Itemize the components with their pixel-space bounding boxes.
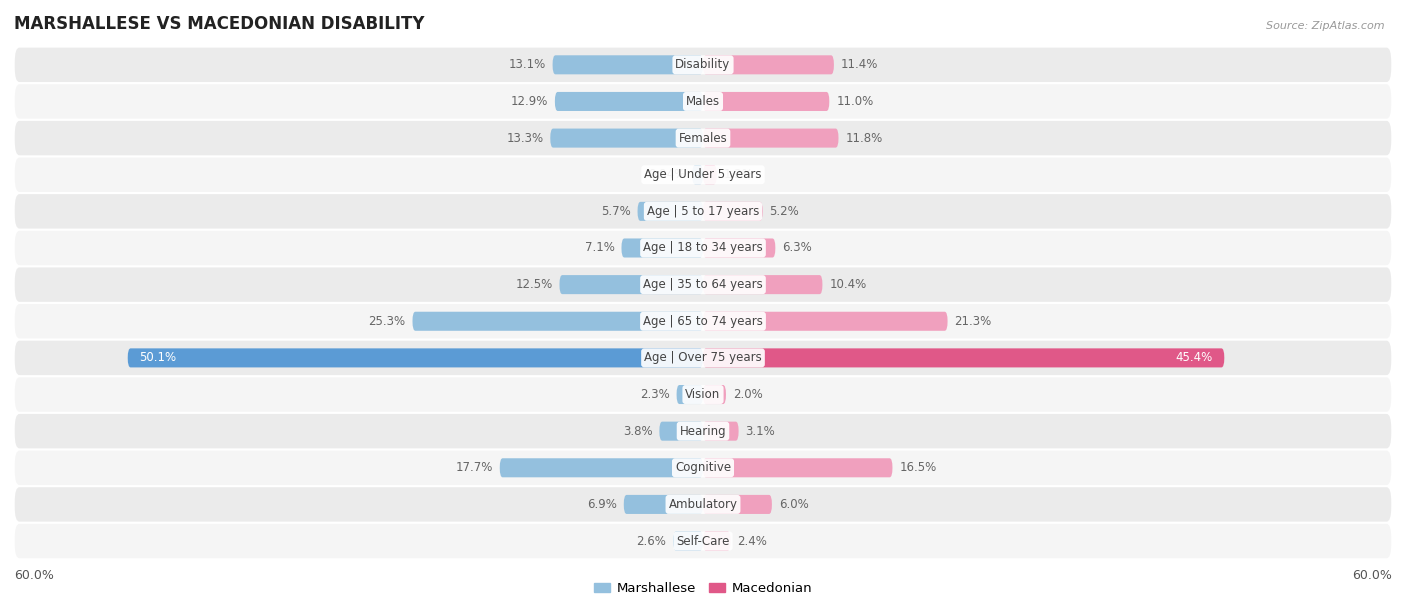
- FancyBboxPatch shape: [14, 450, 1392, 485]
- FancyBboxPatch shape: [560, 275, 703, 294]
- FancyBboxPatch shape: [553, 55, 703, 74]
- Text: Hearing: Hearing: [679, 425, 727, 438]
- Text: 7.1%: 7.1%: [585, 242, 614, 255]
- FancyBboxPatch shape: [412, 312, 703, 330]
- Text: 60.0%: 60.0%: [1353, 569, 1392, 581]
- Text: 12.9%: 12.9%: [510, 95, 548, 108]
- Text: MARSHALLESE VS MACEDONIAN DISABILITY: MARSHALLESE VS MACEDONIAN DISABILITY: [14, 15, 425, 33]
- Legend: Marshallese, Macedonian: Marshallese, Macedonian: [589, 577, 817, 600]
- FancyBboxPatch shape: [14, 84, 1392, 119]
- Text: Self-Care: Self-Care: [676, 534, 730, 548]
- Text: Age | Over 75 years: Age | Over 75 years: [644, 351, 762, 364]
- Text: 3.1%: 3.1%: [745, 425, 775, 438]
- Text: 25.3%: 25.3%: [368, 315, 405, 328]
- Text: 2.0%: 2.0%: [733, 388, 762, 401]
- FancyBboxPatch shape: [14, 378, 1392, 412]
- FancyBboxPatch shape: [624, 495, 703, 514]
- Text: 6.0%: 6.0%: [779, 498, 808, 511]
- FancyBboxPatch shape: [703, 422, 738, 441]
- Text: 5.2%: 5.2%: [769, 205, 800, 218]
- FancyBboxPatch shape: [14, 341, 1392, 375]
- Text: Source: ZipAtlas.com: Source: ZipAtlas.com: [1267, 21, 1385, 31]
- Text: 1.2%: 1.2%: [724, 168, 754, 181]
- Text: Age | 65 to 74 years: Age | 65 to 74 years: [643, 315, 763, 328]
- Text: 13.3%: 13.3%: [506, 132, 543, 144]
- FancyBboxPatch shape: [703, 532, 731, 551]
- FancyBboxPatch shape: [14, 194, 1392, 228]
- Text: 17.7%: 17.7%: [456, 461, 494, 474]
- Text: 2.4%: 2.4%: [738, 534, 768, 548]
- Text: Age | 5 to 17 years: Age | 5 to 17 years: [647, 205, 759, 218]
- Text: 45.4%: 45.4%: [1175, 351, 1213, 364]
- Text: Age | Under 5 years: Age | Under 5 years: [644, 168, 762, 181]
- Text: Disability: Disability: [675, 58, 731, 72]
- Text: 5.7%: 5.7%: [600, 205, 631, 218]
- FancyBboxPatch shape: [703, 275, 823, 294]
- Text: 11.4%: 11.4%: [841, 58, 879, 72]
- FancyBboxPatch shape: [550, 129, 703, 147]
- Text: 16.5%: 16.5%: [900, 461, 936, 474]
- FancyBboxPatch shape: [499, 458, 703, 477]
- FancyBboxPatch shape: [703, 348, 1225, 367]
- FancyBboxPatch shape: [703, 129, 838, 147]
- FancyBboxPatch shape: [14, 524, 1392, 558]
- Text: 13.1%: 13.1%: [509, 58, 546, 72]
- FancyBboxPatch shape: [692, 165, 703, 184]
- Text: Vision: Vision: [685, 388, 721, 401]
- FancyBboxPatch shape: [703, 165, 717, 184]
- Text: 0.94%: 0.94%: [648, 168, 685, 181]
- FancyBboxPatch shape: [14, 157, 1392, 192]
- FancyBboxPatch shape: [14, 48, 1392, 82]
- FancyBboxPatch shape: [637, 202, 703, 221]
- FancyBboxPatch shape: [555, 92, 703, 111]
- FancyBboxPatch shape: [14, 121, 1392, 155]
- FancyBboxPatch shape: [14, 267, 1392, 302]
- Text: 6.9%: 6.9%: [588, 498, 617, 511]
- FancyBboxPatch shape: [703, 385, 725, 404]
- FancyBboxPatch shape: [14, 231, 1392, 265]
- FancyBboxPatch shape: [703, 92, 830, 111]
- Text: 2.3%: 2.3%: [640, 388, 669, 401]
- FancyBboxPatch shape: [703, 458, 893, 477]
- Text: 11.8%: 11.8%: [845, 132, 883, 144]
- Text: Age | 35 to 64 years: Age | 35 to 64 years: [643, 278, 763, 291]
- Text: 11.0%: 11.0%: [837, 95, 873, 108]
- FancyBboxPatch shape: [673, 532, 703, 551]
- Text: 50.1%: 50.1%: [139, 351, 176, 364]
- FancyBboxPatch shape: [703, 202, 762, 221]
- Text: Females: Females: [679, 132, 727, 144]
- FancyBboxPatch shape: [703, 55, 834, 74]
- FancyBboxPatch shape: [128, 348, 703, 367]
- FancyBboxPatch shape: [621, 239, 703, 258]
- Text: 6.3%: 6.3%: [782, 242, 813, 255]
- FancyBboxPatch shape: [659, 422, 703, 441]
- FancyBboxPatch shape: [676, 385, 703, 404]
- Text: Ambulatory: Ambulatory: [668, 498, 738, 511]
- Text: Males: Males: [686, 95, 720, 108]
- Text: Age | 18 to 34 years: Age | 18 to 34 years: [643, 242, 763, 255]
- FancyBboxPatch shape: [703, 495, 772, 514]
- FancyBboxPatch shape: [14, 414, 1392, 449]
- Text: 21.3%: 21.3%: [955, 315, 991, 328]
- FancyBboxPatch shape: [703, 239, 775, 258]
- FancyBboxPatch shape: [14, 304, 1392, 338]
- Text: 60.0%: 60.0%: [14, 569, 53, 581]
- Text: 3.8%: 3.8%: [623, 425, 652, 438]
- FancyBboxPatch shape: [14, 487, 1392, 521]
- Text: Cognitive: Cognitive: [675, 461, 731, 474]
- Text: 10.4%: 10.4%: [830, 278, 866, 291]
- Text: 2.6%: 2.6%: [637, 534, 666, 548]
- FancyBboxPatch shape: [703, 312, 948, 330]
- Text: 12.5%: 12.5%: [516, 278, 553, 291]
